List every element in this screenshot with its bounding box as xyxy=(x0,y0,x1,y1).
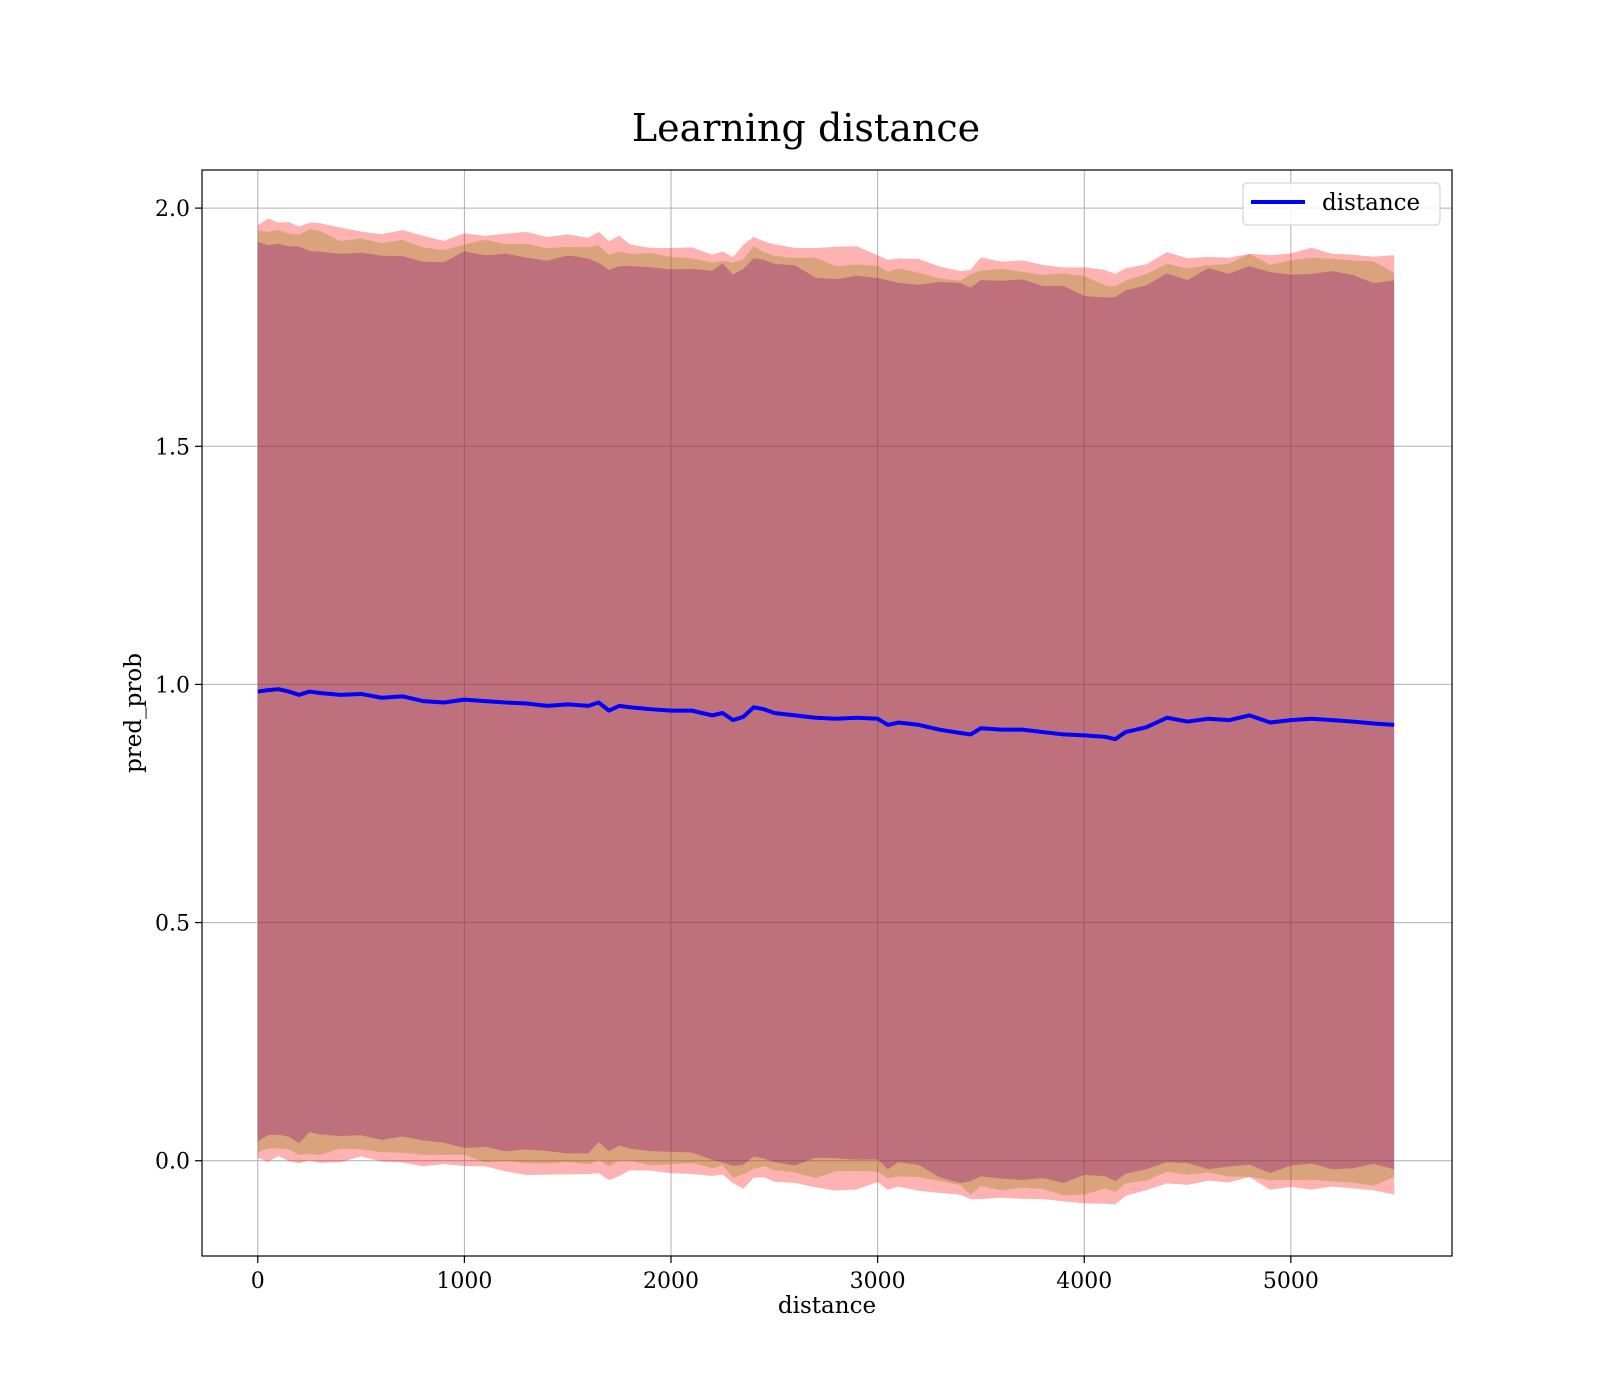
x-axis-label: distance xyxy=(778,1293,876,1319)
y-tick-label: 0.5 xyxy=(155,912,190,937)
x-tick-label: 2000 xyxy=(643,1269,699,1294)
confidence-band-3 xyxy=(257,242,1395,1183)
chart-title: Learning distance xyxy=(632,106,980,150)
x-axis-ticks: 0 1000 2000 3000 4000 5000 xyxy=(251,1256,1319,1294)
y-tick-label: 2.0 xyxy=(155,197,190,222)
x-tick-label: 3000 xyxy=(850,1269,906,1294)
series-lines xyxy=(257,687,1395,742)
confidence-bands xyxy=(257,218,1395,1205)
x-tick-label: 0 xyxy=(251,1269,265,1294)
series-line-distance xyxy=(257,687,1395,742)
confidence-band-2 xyxy=(257,229,1395,1196)
plot-frame xyxy=(201,169,1453,1257)
legend: distance xyxy=(1242,182,1441,226)
y-tick-label: 1.0 xyxy=(155,673,190,698)
y-axis-label: pred_prob xyxy=(121,653,147,773)
legend-box xyxy=(1242,182,1441,226)
grid xyxy=(202,170,1452,1256)
legend-entry-distance: distance xyxy=(1322,190,1420,216)
x-tick-label: 5000 xyxy=(1263,1269,1319,1294)
y-axis-ticks: 0.0 0.5 1.0 1.5 2.0 xyxy=(155,197,202,1175)
x-tick-label: 1000 xyxy=(436,1269,492,1294)
x-tick-label: 4000 xyxy=(1056,1269,1112,1294)
y-tick-label: 1.5 xyxy=(155,435,190,460)
y-tick-label: 0.0 xyxy=(155,1150,190,1175)
confidence-band-1 xyxy=(257,218,1395,1205)
